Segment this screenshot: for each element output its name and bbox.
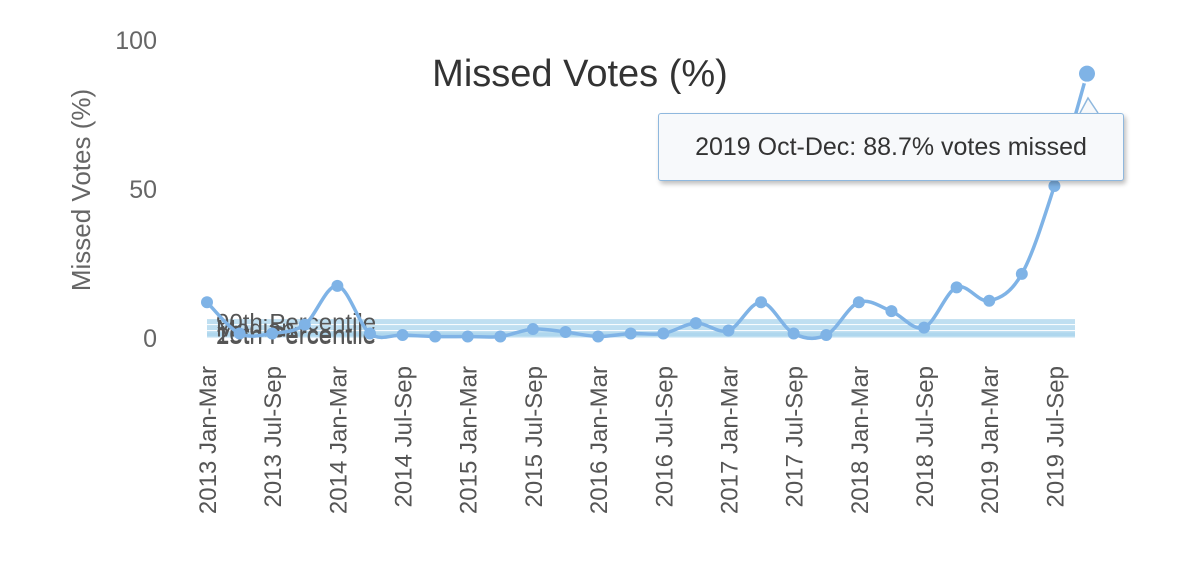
data-point-8[interactable] <box>461 330 474 343</box>
data-point-10[interactable] <box>526 323 539 336</box>
data-point-2[interactable] <box>266 327 279 340</box>
y-tick-label-0: 0 <box>143 325 157 353</box>
data-point-27[interactable] <box>1077 63 1097 84</box>
y-tick-label-1: 50 <box>129 176 157 204</box>
data-point-21[interactable] <box>885 305 898 318</box>
x-tick-label-7: 2016 Jul-Sep <box>651 366 678 507</box>
data-point-5[interactable] <box>363 327 376 340</box>
x-tick-label-6: 2016 Jan-Mar <box>586 366 613 514</box>
data-point-6[interactable] <box>396 329 409 342</box>
data-point-7[interactable] <box>429 330 442 343</box>
x-tick-label-0: 2013 Jan-Mar <box>195 366 222 514</box>
data-point-20[interactable] <box>852 296 865 309</box>
chart-title: Missed Votes (%) <box>432 53 728 95</box>
tooltip-pointer <box>1079 96 1099 114</box>
data-point-18[interactable] <box>787 327 800 340</box>
percentile-band-1 <box>207 325 1075 331</box>
data-point-16[interactable] <box>722 324 735 337</box>
x-tick-label-12: 2019 Jan-Mar <box>977 366 1004 514</box>
data-point-19[interactable] <box>820 329 833 342</box>
data-point-1[interactable] <box>233 327 246 340</box>
data-point-9[interactable] <box>494 330 507 343</box>
percentile-band-label-1: Median <box>216 316 295 343</box>
missed-votes-points[interactable] <box>201 63 1097 343</box>
data-point-3[interactable] <box>298 318 311 331</box>
x-tick-label-10: 2018 Jan-Mar <box>847 366 874 514</box>
x-tick-label-1: 2013 Jul-Sep <box>260 366 287 507</box>
data-point-13[interactable] <box>624 327 637 340</box>
x-tick-label-8: 2017 Jan-Mar <box>717 366 744 514</box>
data-point-26[interactable] <box>1048 180 1061 193</box>
data-point-25[interactable] <box>1015 267 1028 280</box>
x-tick-label-2: 2014 Jan-Mar <box>325 366 352 514</box>
x-axis-ticks: 2013 Jan-Mar 2013 Jul-Sep 2014 Jan-Mar 2014… <box>195 366 1069 514</box>
data-point-11[interactable] <box>559 326 572 339</box>
tooltip-text: 2019 Oct-Dec: 88.7% votes missed <box>695 132 1087 161</box>
y-axis-label: Missed Votes (%) <box>66 89 96 291</box>
x-tick-label-11: 2018 Jul-Sep <box>912 366 939 507</box>
tooltip: 2019 Oct-Dec: 88.7% votes missed <box>658 113 1124 181</box>
data-point-14[interactable] <box>657 327 670 340</box>
data-point-23[interactable] <box>950 281 963 294</box>
data-point-12[interactable] <box>592 330 605 343</box>
data-point-24[interactable] <box>983 294 996 307</box>
x-tick-label-4: 2015 Jan-Mar <box>456 366 483 514</box>
data-point-22[interactable] <box>918 321 931 334</box>
data-point-15[interactable] <box>689 317 702 330</box>
x-tick-label-3: 2014 Jul-Sep <box>391 366 418 507</box>
x-tick-label-9: 2017 Jul-Sep <box>782 366 809 507</box>
y-axis-ticks: 0 50 100 <box>115 27 157 353</box>
data-point-4[interactable] <box>331 279 344 292</box>
data-point-17[interactable] <box>755 296 768 309</box>
data-point-0[interactable] <box>201 296 213 309</box>
y-tick-label-2: 100 <box>115 27 157 55</box>
x-tick-label-5: 2015 Jul-Sep <box>521 366 548 507</box>
x-tick-label-13: 2019 Jul-Sep <box>1042 366 1069 507</box>
percentile-band-0 <box>207 319 1075 325</box>
